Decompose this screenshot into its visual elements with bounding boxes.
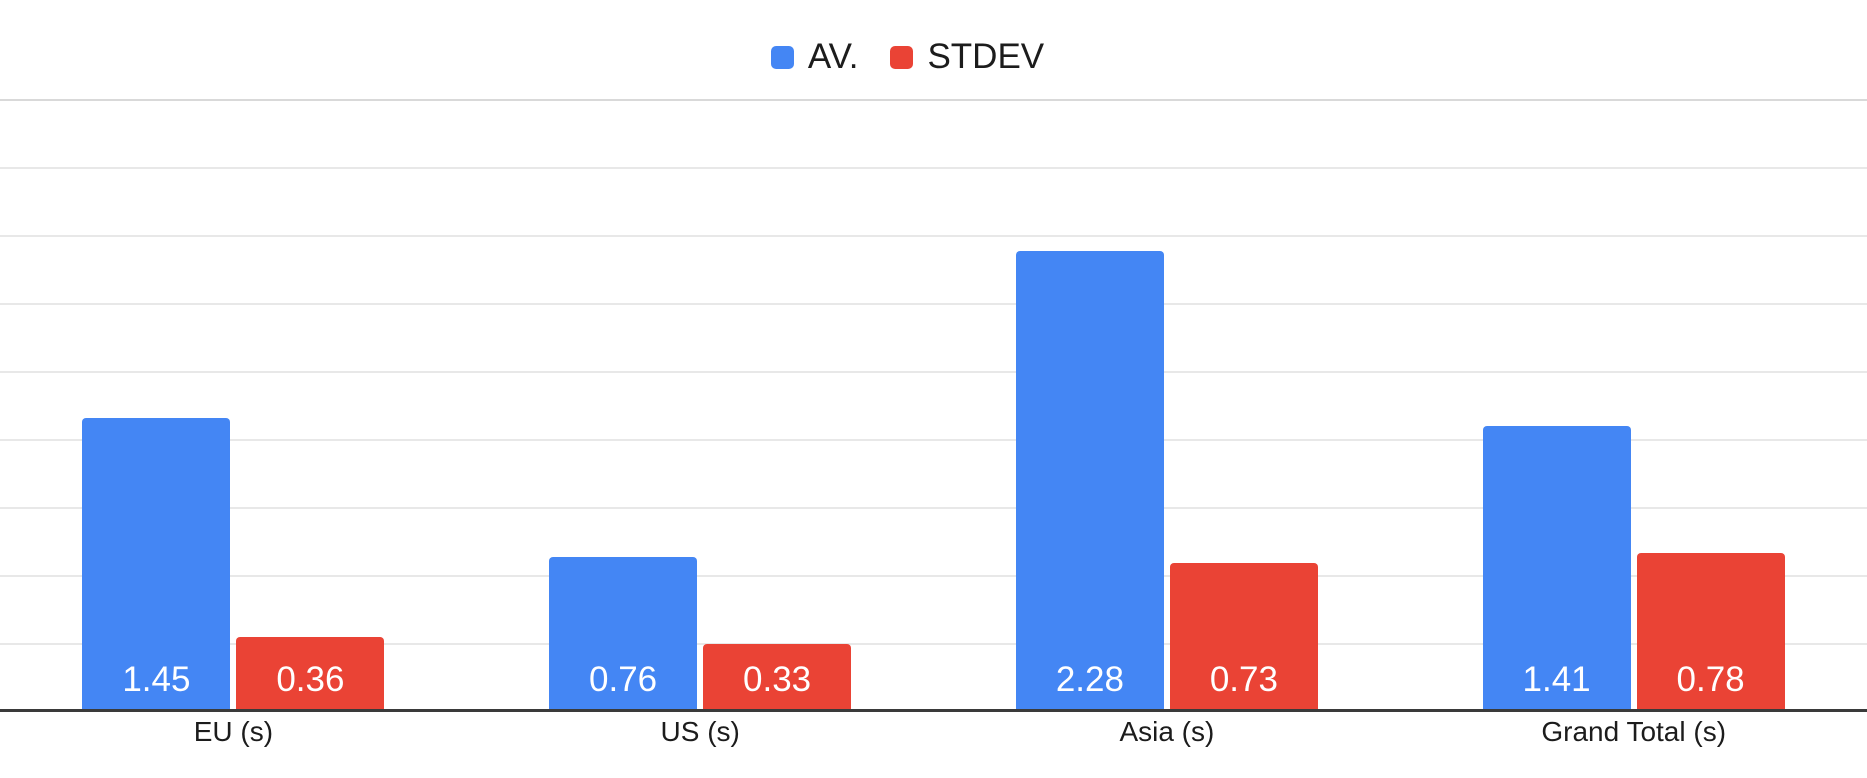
bar-stdev-us-s[interactable]: 0.33: [703, 644, 852, 710]
bar-av-eu-s[interactable]: 1.45: [82, 418, 231, 710]
legend-swatch-stdev: [890, 45, 914, 69]
bar-av-grand-total-s[interactable]: 1.41: [1482, 426, 1631, 710]
x-axis-line: [0, 709, 1867, 712]
category-label-grand-total-s: Grand Total (s): [1541, 716, 1727, 747]
gridline: [0, 235, 1867, 237]
bar-value-label: 0.76: [589, 660, 658, 699]
category-label-asia-s: Asia (s): [1119, 716, 1215, 747]
gridline: [0, 507, 1867, 509]
bar-value-label: 1.45: [122, 660, 191, 699]
legend-swatch-av: [770, 45, 794, 69]
bar-stdev-asia-s[interactable]: 0.73: [1169, 563, 1318, 710]
gridline: [0, 371, 1867, 373]
gridline: [0, 303, 1867, 305]
legend-item-stdev[interactable]: STDEV: [890, 37, 1044, 77]
bar-value-label: 0.33: [743, 660, 812, 699]
bar-av-us-s[interactable]: 0.76: [549, 557, 698, 710]
bar-av-asia-s[interactable]: 2.28: [1015, 251, 1164, 710]
legend-label-av: AV.: [807, 37, 859, 76]
bar-value-label: 0.36: [276, 660, 345, 699]
category-label-us-s: US (s): [660, 716, 740, 747]
chart-legend: AV. STDEV: [0, 37, 1841, 77]
legend-item-av[interactable]: AV.: [770, 37, 859, 77]
gridline: [0, 575, 1867, 577]
bar-value-label: 0.73: [1209, 660, 1278, 699]
bar-value-label: 2.28: [1055, 660, 1124, 699]
bar-stdev-eu-s[interactable]: 0.36: [236, 637, 385, 710]
gridline: [0, 643, 1867, 645]
category-label-eu-s: EU (s): [193, 716, 274, 747]
gridline: [0, 99, 1867, 101]
bar-value-label: 1.41: [1522, 660, 1591, 699]
gridline: [0, 439, 1867, 441]
bar-value-label: 0.78: [1676, 660, 1745, 699]
legend-label-stdev: STDEV: [927, 37, 1045, 76]
gridline: [0, 167, 1867, 169]
bar-stdev-grand-total-s[interactable]: 0.78: [1636, 553, 1785, 710]
